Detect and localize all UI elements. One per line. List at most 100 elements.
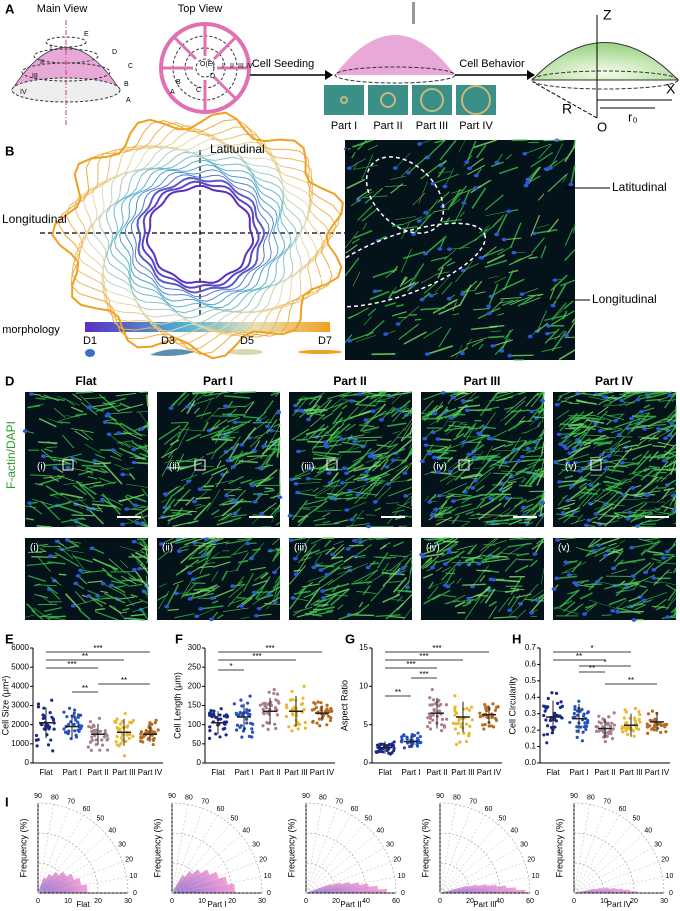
point-decoration bbox=[633, 719, 637, 723]
nucleus bbox=[371, 455, 377, 460]
nucleus bbox=[295, 490, 301, 495]
fiber bbox=[453, 458, 474, 469]
fiber bbox=[255, 434, 264, 438]
fiber bbox=[136, 411, 149, 413]
fiber bbox=[211, 450, 217, 460]
fiber bbox=[388, 562, 401, 578]
fiber bbox=[652, 445, 666, 448]
nucleus bbox=[86, 594, 92, 598]
nucleus bbox=[89, 546, 95, 551]
fiber bbox=[250, 566, 266, 571]
radial-tick-label: 20 bbox=[332, 898, 340, 905]
fiber bbox=[326, 562, 345, 575]
fiber bbox=[503, 496, 512, 508]
fiber bbox=[597, 406, 609, 416]
point-decoration bbox=[301, 696, 305, 700]
fiber bbox=[309, 398, 331, 417]
fiber bbox=[312, 487, 320, 493]
nucleus bbox=[554, 402, 560, 407]
fiber bbox=[388, 290, 395, 299]
nucleus bbox=[256, 606, 262, 611]
nucleus bbox=[349, 399, 355, 403]
point-decoration bbox=[274, 726, 278, 731]
angle-tick-label: 10 bbox=[398, 873, 406, 880]
fiber bbox=[365, 481, 378, 499]
fiber bbox=[640, 548, 647, 555]
fiber bbox=[507, 542, 528, 555]
nucleus bbox=[276, 410, 282, 415]
fiber bbox=[455, 345, 463, 359]
fiber bbox=[315, 485, 335, 497]
fiber bbox=[277, 509, 281, 513]
fiber bbox=[574, 439, 582, 445]
fiber bbox=[666, 469, 677, 472]
fiber bbox=[539, 512, 545, 517]
fiber bbox=[139, 452, 149, 458]
fiber bbox=[484, 588, 496, 604]
point-decoration bbox=[494, 705, 499, 709]
nucleus bbox=[543, 167, 549, 171]
fiber bbox=[551, 302, 567, 320]
fiber bbox=[628, 467, 648, 481]
nucleus bbox=[92, 458, 98, 463]
angle-grid bbox=[171, 861, 257, 894]
fiber bbox=[216, 430, 233, 437]
point-decoration bbox=[148, 721, 152, 725]
day-label: D1 bbox=[83, 335, 97, 347]
y-tick-label: 0 bbox=[197, 758, 202, 767]
y-tick-label: 250 bbox=[188, 662, 202, 671]
fiber bbox=[656, 475, 663, 483]
micrograph bbox=[553, 392, 676, 527]
fiber bbox=[464, 473, 481, 478]
fiber bbox=[170, 421, 189, 424]
nucleus bbox=[324, 572, 330, 577]
fiber bbox=[322, 595, 336, 608]
seeding-drawing bbox=[250, 2, 680, 119]
fiber bbox=[227, 498, 236, 500]
fiber bbox=[146, 394, 149, 407]
fiber bbox=[290, 515, 310, 518]
fiber bbox=[558, 349, 576, 361]
fiber bbox=[292, 398, 308, 416]
fiber bbox=[536, 391, 543, 397]
fiber bbox=[346, 139, 373, 150]
fiber bbox=[193, 502, 211, 521]
fiber bbox=[484, 481, 502, 497]
fiber bbox=[57, 395, 81, 406]
angle-grid bbox=[439, 877, 529, 894]
point-decoration bbox=[576, 713, 580, 717]
fiber bbox=[584, 583, 603, 586]
nucleus bbox=[610, 609, 616, 613]
fiber bbox=[646, 485, 659, 496]
fiber bbox=[571, 318, 576, 323]
nucleus bbox=[630, 486, 636, 490]
point-decoration bbox=[454, 742, 459, 746]
fiber bbox=[392, 311, 407, 317]
nucleus bbox=[239, 604, 245, 608]
main-view-label: IV bbox=[20, 89, 27, 96]
fiber bbox=[590, 490, 612, 506]
fiber bbox=[243, 415, 259, 419]
point-decoration bbox=[439, 729, 444, 733]
fiber bbox=[610, 490, 617, 496]
y-axis-label: Frequency (%) bbox=[286, 818, 296, 877]
fiber bbox=[635, 490, 661, 496]
fiber bbox=[272, 491, 281, 500]
angle-tick-label: 50 bbox=[96, 816, 104, 823]
fiber bbox=[264, 489, 275, 493]
fiber bbox=[472, 565, 490, 587]
x-tick-label: Part I bbox=[401, 768, 420, 777]
panel-letter: A bbox=[5, 1, 15, 16]
fiber bbox=[427, 345, 454, 355]
fiber bbox=[451, 189, 463, 194]
fiber bbox=[271, 504, 281, 523]
fiber bbox=[617, 558, 646, 565]
nucleus bbox=[292, 556, 298, 561]
fiber bbox=[446, 261, 456, 267]
nucleus bbox=[539, 398, 545, 403]
nucleus bbox=[435, 437, 441, 441]
fiber bbox=[444, 425, 471, 432]
fiber bbox=[371, 440, 392, 455]
fiber bbox=[100, 467, 109, 474]
nucleus bbox=[574, 583, 580, 587]
